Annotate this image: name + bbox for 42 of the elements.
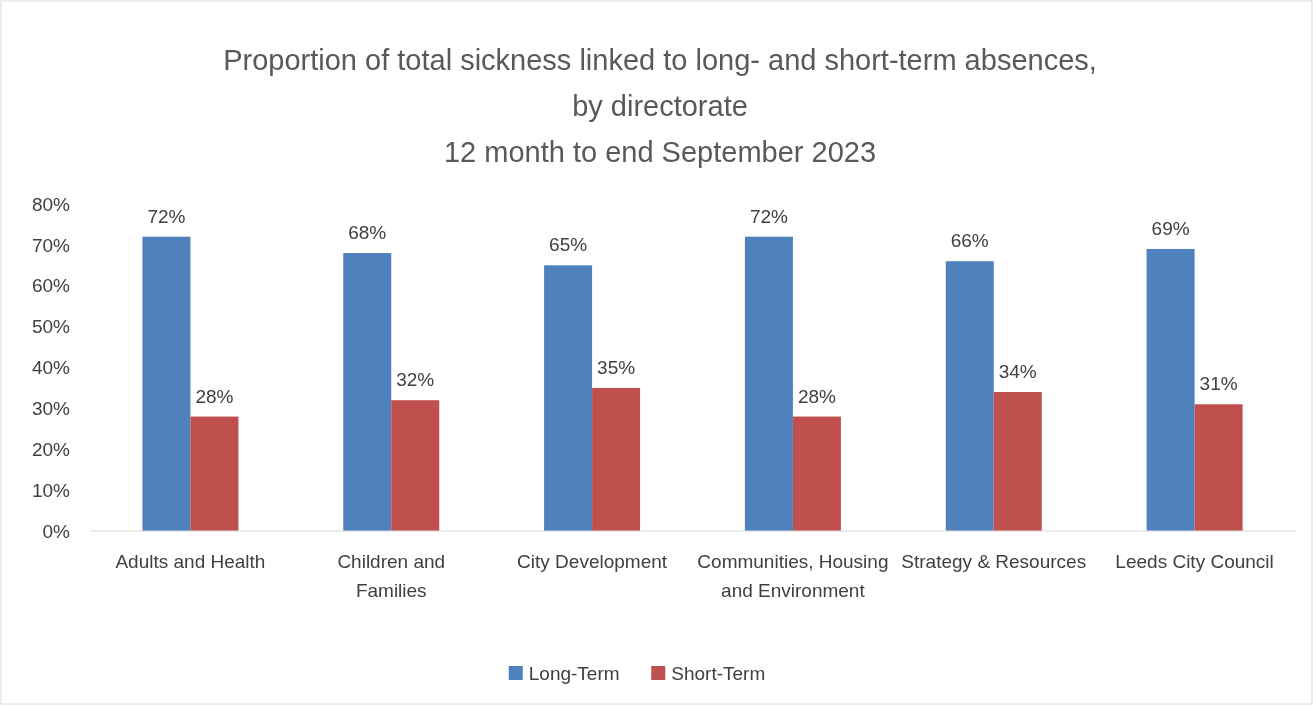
bar xyxy=(391,400,440,531)
y-tick-label: 10% xyxy=(31,479,71,501)
y-tick-label: 40% xyxy=(31,357,71,379)
bar xyxy=(1146,248,1195,531)
x-tick-label: City Development xyxy=(517,551,668,572)
bar xyxy=(343,253,392,531)
bar xyxy=(544,265,593,531)
bar xyxy=(142,236,191,531)
data-label: 72% xyxy=(749,205,789,227)
bar xyxy=(744,236,793,531)
x-tick-label: Adults and Health xyxy=(115,551,266,572)
legend-label: Long-Term xyxy=(528,662,620,684)
data-label: 28% xyxy=(195,385,234,407)
y-tick-label: 50% xyxy=(31,316,71,338)
y-tick-label: 0% xyxy=(42,520,71,542)
y-tick-label: 30% xyxy=(31,398,71,420)
data-label: 34% xyxy=(998,361,1037,383)
bar xyxy=(1194,404,1243,531)
data-label: 35% xyxy=(597,356,636,378)
y-tick-label: 80% xyxy=(31,193,71,215)
data-label: 32% xyxy=(396,369,435,391)
bar xyxy=(993,392,1042,531)
bar xyxy=(190,416,239,531)
data-label: 68% xyxy=(348,222,387,244)
legend-label: Short-Term xyxy=(671,662,766,684)
data-label: 66% xyxy=(950,230,989,252)
y-tick-label: 60% xyxy=(31,275,71,297)
x-tick-label: Children and Families xyxy=(337,551,446,601)
bar xyxy=(945,261,994,531)
data-label: 65% xyxy=(549,234,588,256)
y-tick-label: 20% xyxy=(31,438,71,460)
bar xyxy=(592,387,641,531)
data-label: 69% xyxy=(1151,217,1190,239)
data-label: 31% xyxy=(1199,373,1238,395)
y-tick-label: 70% xyxy=(31,234,71,256)
data-label: 28% xyxy=(797,385,837,407)
x-tick-label: Leeds City Council xyxy=(1115,551,1274,572)
chart-title: Proportion of total sickness linked to long- and short-term absences, by directorate 12 month to end September 2023 xyxy=(223,44,1097,168)
x-tick-label: Strategy & Resources xyxy=(901,551,1087,572)
bar xyxy=(792,416,841,531)
data-label: 72% xyxy=(147,205,186,227)
x-tick-label: Communities, Housing and Environment xyxy=(697,551,889,601)
